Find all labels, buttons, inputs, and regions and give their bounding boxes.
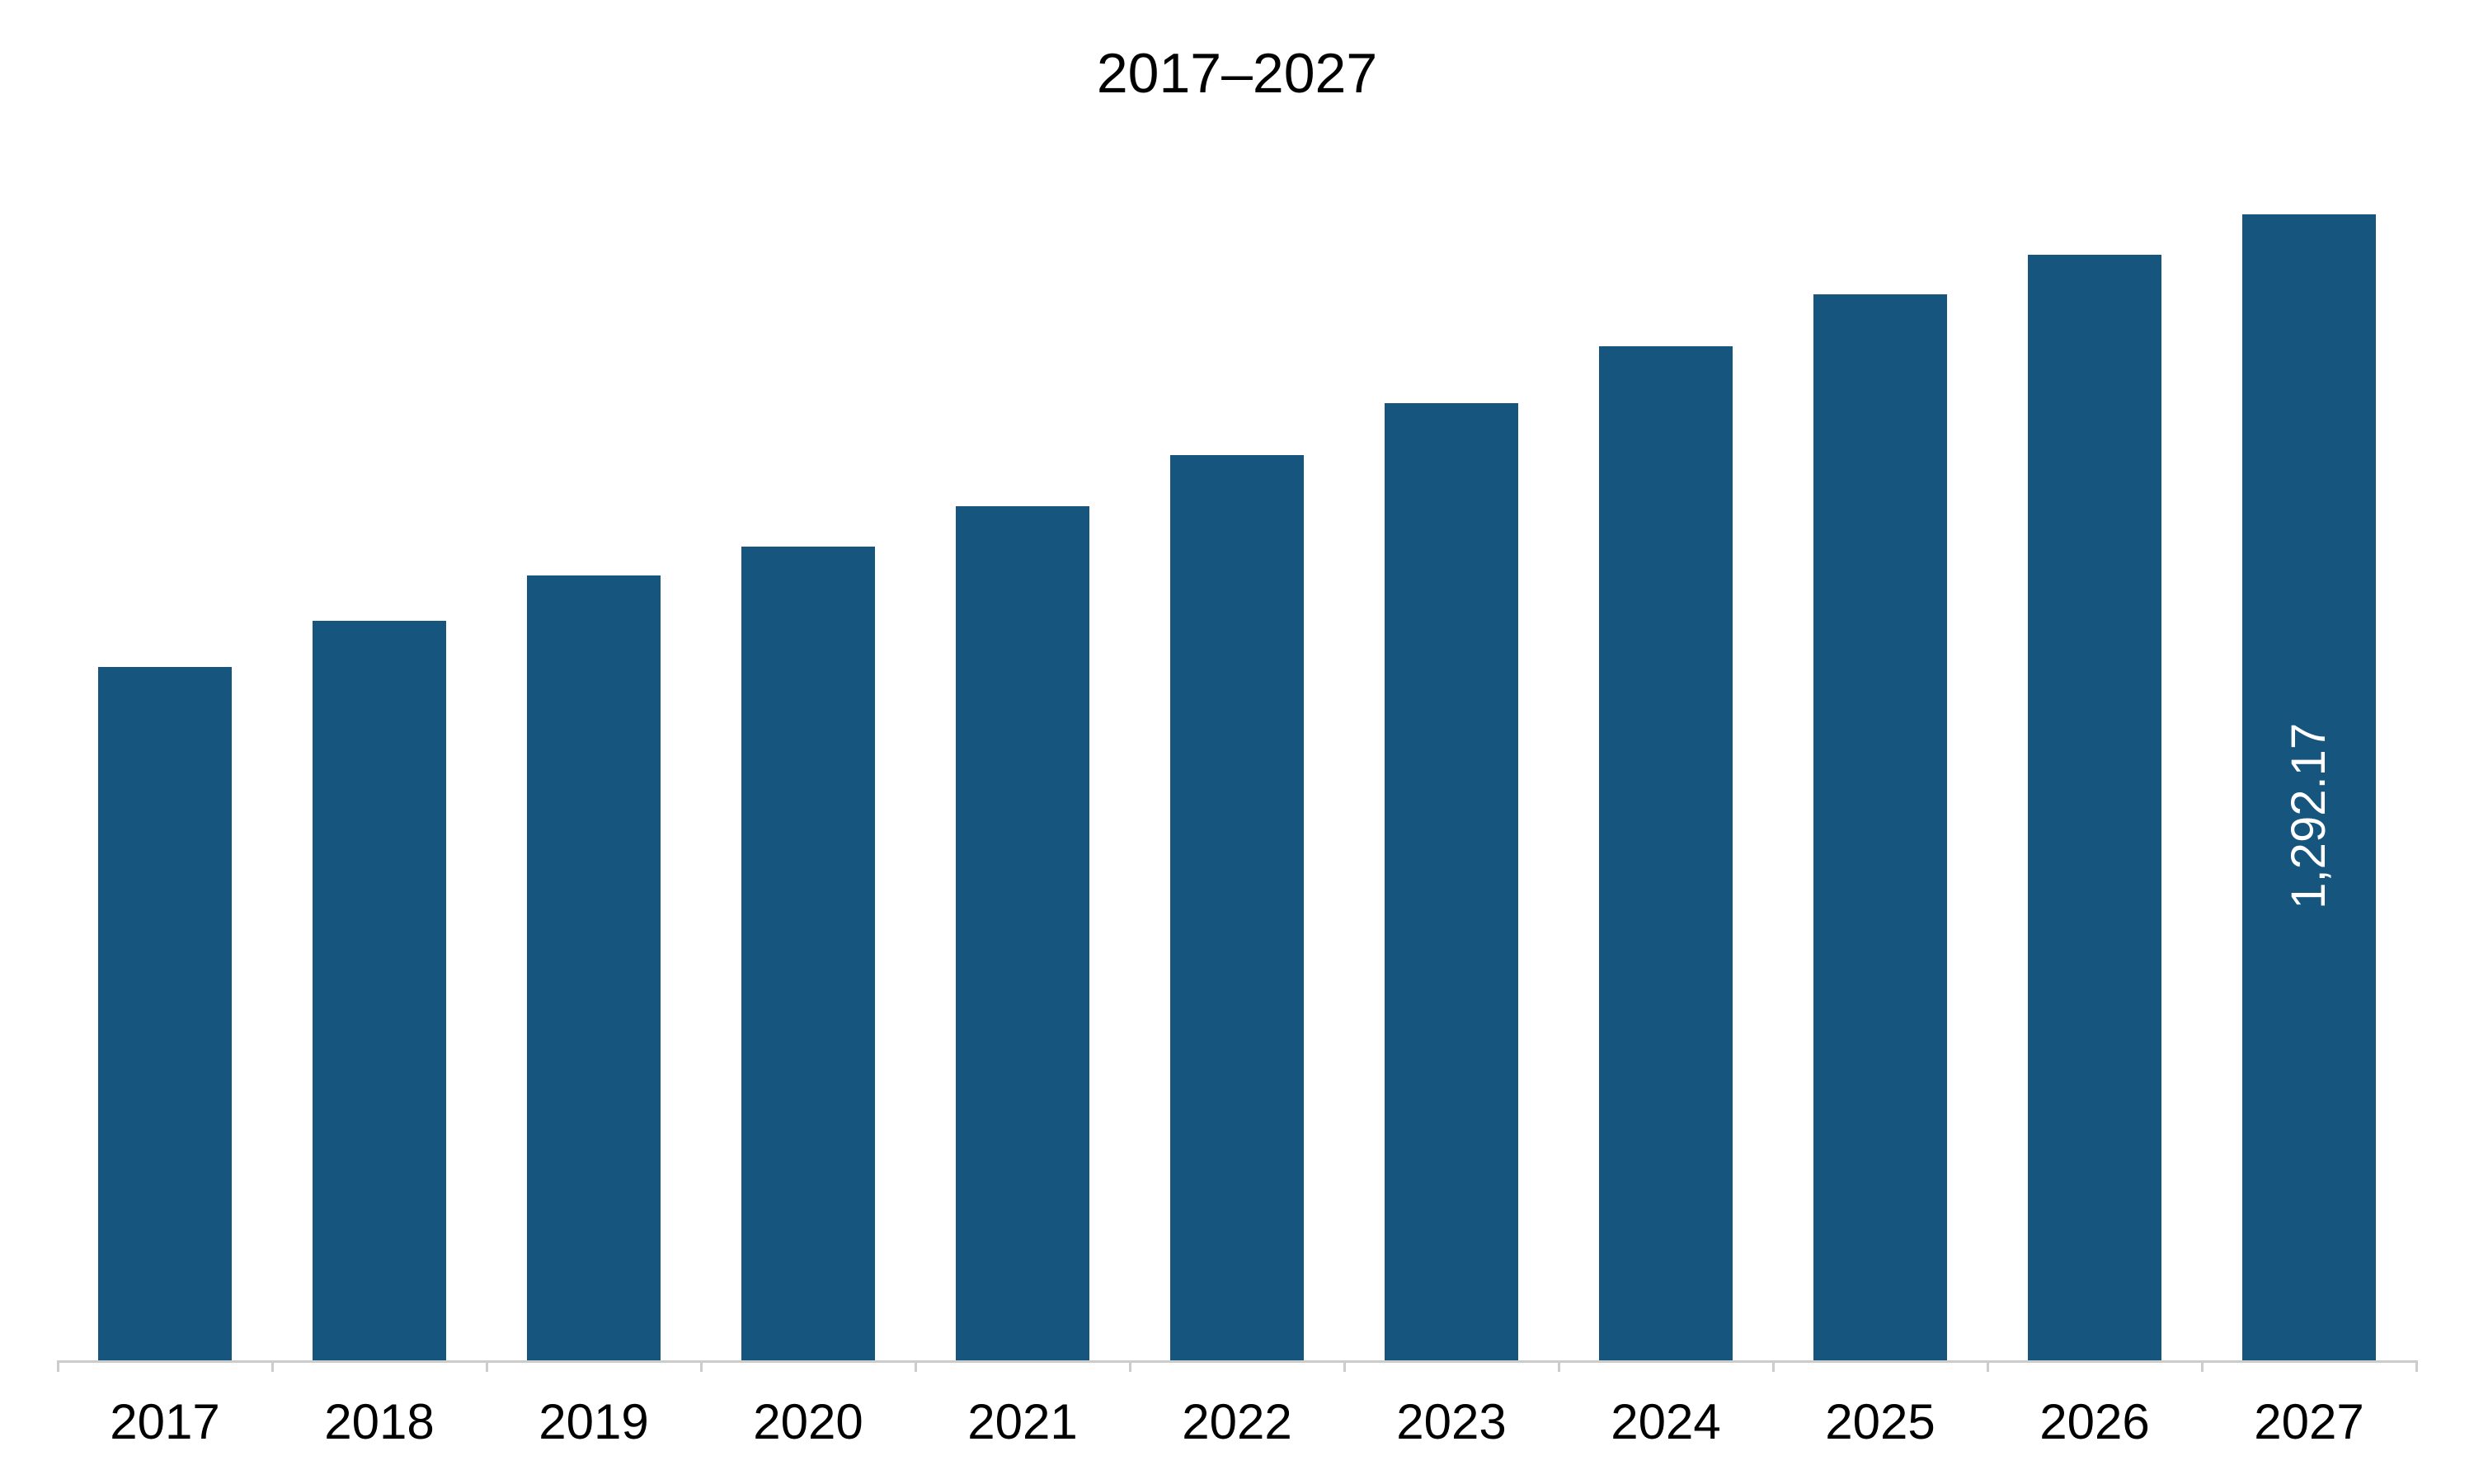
bar-2018 <box>313 621 445 1360</box>
x-axis-label: 2022 <box>1130 1393 1344 1450</box>
x-axis-line <box>58 1360 2416 1363</box>
x-axis-label: 2026 <box>1987 1393 2202 1450</box>
x-axis-label: 2024 <box>1559 1393 1773 1450</box>
x-tick <box>1343 1360 1346 1372</box>
x-axis-label: 2027 <box>2202 1393 2416 1450</box>
chart-title: 2017–2027 <box>0 41 2474 106</box>
bar-2017 <box>98 667 231 1360</box>
x-axis-label: 2018 <box>272 1393 487 1450</box>
x-axis-label: 2025 <box>1773 1393 1987 1450</box>
bar-2022 <box>1170 455 1303 1360</box>
x-tick <box>1772 1360 1775 1372</box>
x-tick <box>1987 1360 1989 1372</box>
x-tick <box>57 1360 59 1372</box>
x-axis-label: 2020 <box>701 1393 915 1450</box>
x-axis-label: 2021 <box>915 1393 1130 1450</box>
bar-value-label: 1,292.17 <box>2280 651 2338 981</box>
x-tick <box>271 1360 274 1372</box>
x-tick <box>486 1360 488 1372</box>
bar-2021 <box>956 506 1089 1360</box>
bar-2023 <box>1385 403 1517 1360</box>
plot-area: 2017201820192020202120222023202420252026… <box>58 214 2416 1360</box>
bar-2019 <box>527 575 660 1360</box>
x-tick <box>700 1360 703 1372</box>
x-axis-label: 2023 <box>1344 1393 1559 1450</box>
x-axis-label: 2017 <box>58 1393 272 1450</box>
bar-2025 <box>1813 294 1946 1360</box>
x-axis-label: 2019 <box>487 1393 701 1450</box>
x-tick <box>915 1360 917 1372</box>
bar-2024 <box>1599 346 1732 1360</box>
x-tick <box>2415 1360 2418 1372</box>
x-tick <box>1558 1360 1560 1372</box>
x-tick <box>1129 1360 1131 1372</box>
bar-chart: 2017–2027 201720182019202020212022202320… <box>0 0 2474 1484</box>
x-tick <box>2201 1360 2204 1372</box>
bar-2020 <box>741 547 874 1360</box>
bar-2026 <box>2028 255 2161 1360</box>
